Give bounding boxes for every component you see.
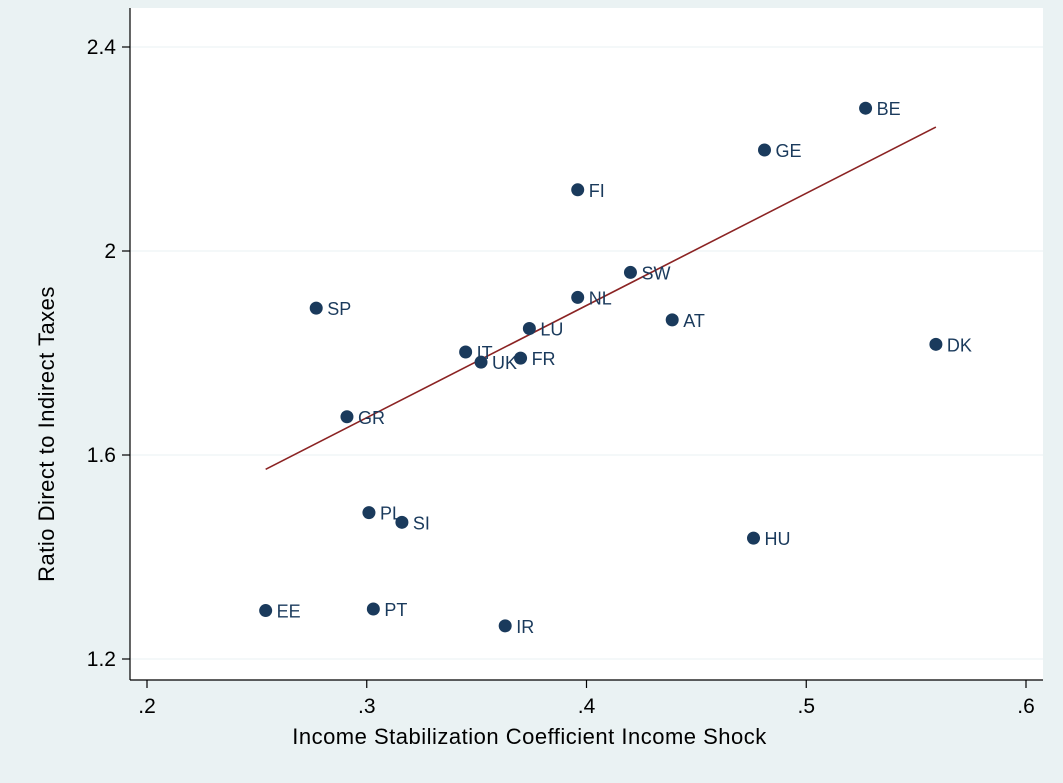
point-be <box>859 101 873 115</box>
point-label-ir: IR <box>516 617 534 637</box>
point-uk <box>474 355 488 369</box>
x-tick-label: .5 <box>797 695 815 718</box>
point-ge <box>757 143 771 157</box>
y-axis-title: Ratio Direct to Indirect Taxes <box>34 286 59 582</box>
point-lu <box>522 322 536 336</box>
point-ir <box>498 619 512 633</box>
fit-layer <box>265 126 937 470</box>
y-tick-label: 1.6 <box>87 444 116 467</box>
point-label-sp: SP <box>327 299 351 319</box>
point-sp <box>309 301 323 315</box>
point-at <box>665 313 679 327</box>
point-label-pl: PL <box>380 504 402 524</box>
plot-area <box>130 8 1043 680</box>
point-label-lu: LU <box>540 320 563 340</box>
point-ee <box>259 604 273 618</box>
point-label-uk: UK <box>492 353 517 373</box>
grid-layer <box>130 46 1043 660</box>
point-fi <box>571 183 585 197</box>
x-tick-label: .2 <box>138 695 156 718</box>
y-tick-label: 2 <box>104 240 116 263</box>
point-label-gr: GR <box>358 408 385 428</box>
point-label-si: SI <box>413 513 430 533</box>
x-tick-label: .3 <box>358 695 376 718</box>
point-nl <box>571 290 585 304</box>
point-sw <box>623 265 637 279</box>
point-label-sw: SW <box>641 263 670 283</box>
point-it <box>459 345 473 359</box>
point-fr <box>514 351 528 365</box>
point-si <box>395 515 409 529</box>
point-label-nl: NL <box>589 288 612 308</box>
point-label-dk: DK <box>947 335 972 355</box>
point-dk <box>929 337 943 351</box>
x-tick-label: .4 <box>578 695 596 718</box>
y-tick-label: 1.2 <box>87 648 116 671</box>
x-tick-label: .6 <box>1017 695 1035 718</box>
axes-layer: 1.2 1.6 2 2.4 .2 .3 .4 .5 .6 <box>87 8 1043 718</box>
point-label-fi: FI <box>589 181 605 201</box>
point-label-fr: FR <box>532 349 556 369</box>
point-label-hu: HU <box>765 529 791 549</box>
point-label-at: AT <box>683 311 705 331</box>
point-pl <box>362 506 376 520</box>
point-hu <box>747 531 761 545</box>
point-label-ee: EE <box>277 602 301 622</box>
point-label-be: BE <box>877 99 901 119</box>
x-axis-title: Income Stabilization Coefficient Income … <box>292 724 767 749</box>
point-label-pt: PT <box>384 600 407 620</box>
point-pt <box>366 602 380 616</box>
fitted-line <box>265 126 937 470</box>
point-gr <box>340 410 354 424</box>
y-tick-label: 2.4 <box>87 36 117 59</box>
point-label-ge: GE <box>775 141 801 161</box>
